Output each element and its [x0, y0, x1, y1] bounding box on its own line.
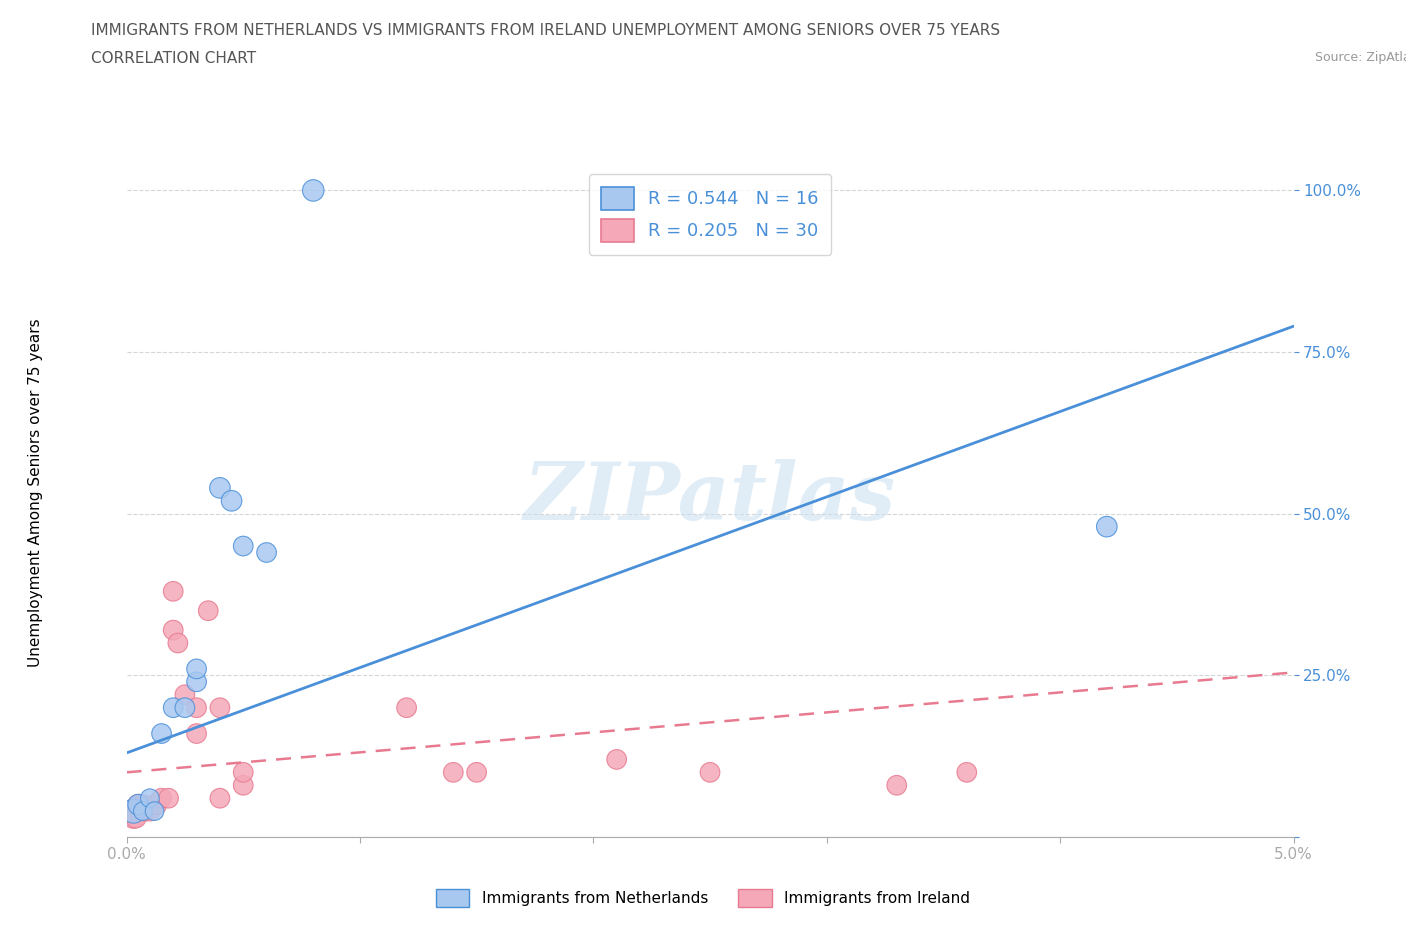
Point	[302, 183, 325, 198]
Point	[186, 726, 208, 741]
Point	[186, 700, 208, 715]
Text: CORRELATION CHART: CORRELATION CHART	[91, 51, 256, 66]
Point	[208, 700, 231, 715]
Point	[127, 797, 149, 812]
Point	[232, 764, 254, 779]
Point	[1095, 519, 1118, 534]
Point	[120, 804, 142, 818]
Point	[150, 790, 173, 805]
Text: Unemployment Among Seniors over 75 years: Unemployment Among Seniors over 75 years	[28, 319, 42, 667]
Point	[162, 700, 184, 715]
Point	[956, 764, 979, 779]
Point	[167, 635, 190, 650]
Point	[174, 700, 197, 715]
Point	[143, 797, 166, 812]
Point	[143, 804, 166, 818]
Point	[132, 797, 155, 812]
Text: IMMIGRANTS FROM NETHERLANDS VS IMMIGRANTS FROM IRELAND UNEMPLOYMENT AMONG SENIOR: IMMIGRANTS FROM NETHERLANDS VS IMMIGRANT…	[91, 23, 1001, 38]
Point	[146, 797, 169, 812]
Point	[162, 623, 184, 638]
Point	[197, 604, 219, 618]
Point	[122, 804, 145, 818]
Point	[157, 790, 180, 805]
Point	[139, 790, 162, 805]
Point	[129, 797, 152, 812]
Point	[127, 797, 149, 812]
Point	[221, 493, 243, 508]
Point	[162, 584, 184, 599]
Point	[186, 674, 208, 689]
Point	[122, 810, 145, 825]
Point	[232, 777, 254, 792]
Point	[465, 764, 488, 779]
Point	[139, 804, 162, 818]
Text: Source: ZipAtlas.com: Source: ZipAtlas.com	[1315, 51, 1406, 64]
Legend: R = 0.544   N = 16, R = 0.205   N = 30: R = 0.544 N = 16, R = 0.205 N = 30	[589, 174, 831, 255]
Point	[441, 764, 464, 779]
Point	[395, 700, 418, 715]
Point	[134, 804, 156, 818]
Point	[208, 481, 231, 496]
Point	[208, 790, 231, 805]
Point	[174, 687, 197, 702]
Text: ZIPatlas: ZIPatlas	[524, 458, 896, 537]
Point	[606, 752, 628, 767]
Point	[886, 777, 908, 792]
Point	[132, 804, 155, 818]
Point	[699, 764, 721, 779]
Point	[150, 726, 173, 741]
Point	[186, 661, 208, 676]
Legend: Immigrants from Netherlands, Immigrants from Ireland: Immigrants from Netherlands, Immigrants …	[430, 884, 976, 913]
Point	[232, 538, 254, 553]
Point	[125, 810, 148, 825]
Point	[256, 545, 278, 560]
